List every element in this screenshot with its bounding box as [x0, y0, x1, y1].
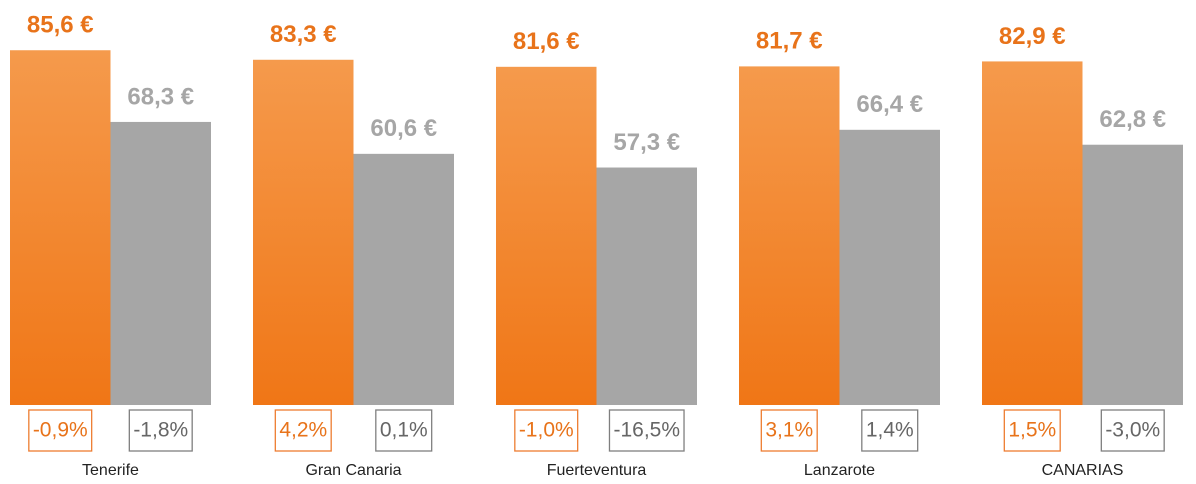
- value-label: 68,3 €: [127, 83, 194, 110]
- category-label: Tenerife: [82, 462, 139, 479]
- bar: [839, 129, 940, 405]
- change-box: [514, 409, 579, 452]
- change-label: -3,0%: [1105, 419, 1160, 442]
- change-label: -0,9%: [33, 419, 88, 442]
- bar: [982, 61, 1083, 405]
- bar: [739, 66, 840, 405]
- bar: [1082, 144, 1183, 405]
- change-label: -16,5%: [613, 419, 680, 442]
- value-label: 81,7 €: [756, 28, 823, 55]
- change-box: [760, 409, 818, 452]
- bar: [353, 153, 454, 405]
- change-label: 1,4%: [866, 419, 914, 442]
- change-box: [274, 409, 332, 452]
- change-box: [28, 409, 93, 452]
- category-label: Fuerteventura: [547, 462, 647, 479]
- category-label: CANARIAS: [1042, 462, 1124, 479]
- change-box: [608, 409, 685, 452]
- change-box: [1003, 409, 1061, 452]
- value-label: 66,4 €: [856, 91, 923, 118]
- change-box: [128, 409, 193, 452]
- bar: [110, 121, 211, 405]
- value-label: 62,8 €: [1099, 106, 1166, 133]
- change-box: [1100, 409, 1165, 452]
- value-label: 57,3 €: [613, 129, 680, 156]
- category-label: Gran Canaria: [305, 462, 401, 479]
- value-label: 83,3 €: [270, 21, 337, 48]
- change-box: [375, 409, 433, 452]
- change-label: -1,0%: [519, 419, 574, 442]
- category-label: Lanzarote: [804, 462, 875, 479]
- bar: [253, 59, 354, 406]
- value-label: 81,6 €: [513, 28, 580, 55]
- value-label: 82,9 €: [999, 23, 1066, 50]
- bar: [10, 50, 111, 405]
- change-box: [861, 409, 919, 452]
- change-label: 4,2%: [279, 419, 327, 442]
- change-label: -1,8%: [133, 419, 188, 442]
- change-label: 3,1%: [765, 419, 813, 442]
- change-label: 0,1%: [380, 419, 428, 442]
- change-label: 1,5%: [1008, 419, 1056, 442]
- value-label: 60,6 €: [370, 115, 437, 142]
- value-label: 85,6 €: [27, 12, 94, 39]
- bar: [496, 66, 597, 406]
- bar: [596, 167, 697, 405]
